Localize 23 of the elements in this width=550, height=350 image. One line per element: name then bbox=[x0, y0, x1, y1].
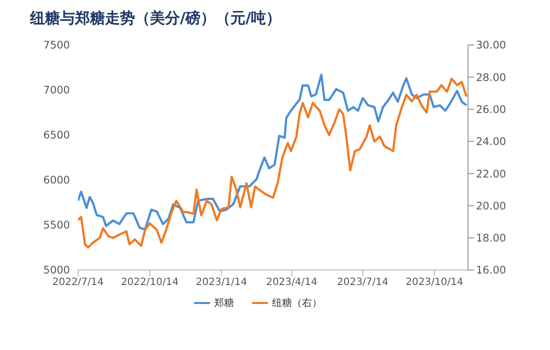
x-tick-label: 2023/4/14 bbox=[266, 277, 318, 288]
y2-tick-label: 24.00 bbox=[476, 136, 506, 148]
x-tick-label: 2022/10/14 bbox=[120, 277, 179, 288]
x-tick-label: 2022/7/14 bbox=[52, 277, 104, 288]
x-tick-label: 2023/7/14 bbox=[337, 277, 388, 288]
y-tick-label: 6000 bbox=[43, 174, 70, 187]
y-tick-label: 5000 bbox=[43, 264, 70, 277]
chart-title: 纽糖与郑糖走势（美分/磅）（元/吨） bbox=[30, 9, 281, 28]
y2-tick-label: 28.00 bbox=[476, 72, 506, 84]
y2-tick-label: 16.00 bbox=[476, 264, 506, 277]
y2-tick-label: 22.00 bbox=[476, 168, 506, 180]
y2-tick-label: 18.00 bbox=[476, 232, 506, 245]
y2-tick-label: 30.00 bbox=[476, 40, 506, 52]
legend-label: 郑糖 bbox=[213, 296, 234, 310]
y-tick-label: 7500 bbox=[43, 40, 70, 52]
y-tick-label: 7000 bbox=[43, 84, 70, 97]
y2-tick-label: 26.00 bbox=[476, 104, 506, 116]
y-tick-label: 5500 bbox=[43, 220, 70, 232]
y-tick-label: 6500 bbox=[43, 130, 70, 142]
x-tick-label: 2023/1/14 bbox=[196, 277, 248, 288]
legend-label: 纽糖（右） bbox=[271, 296, 322, 310]
x-tick-label: 2023/10/14 bbox=[406, 277, 464, 288]
y2-tick-label: 20.00 bbox=[476, 200, 506, 212]
